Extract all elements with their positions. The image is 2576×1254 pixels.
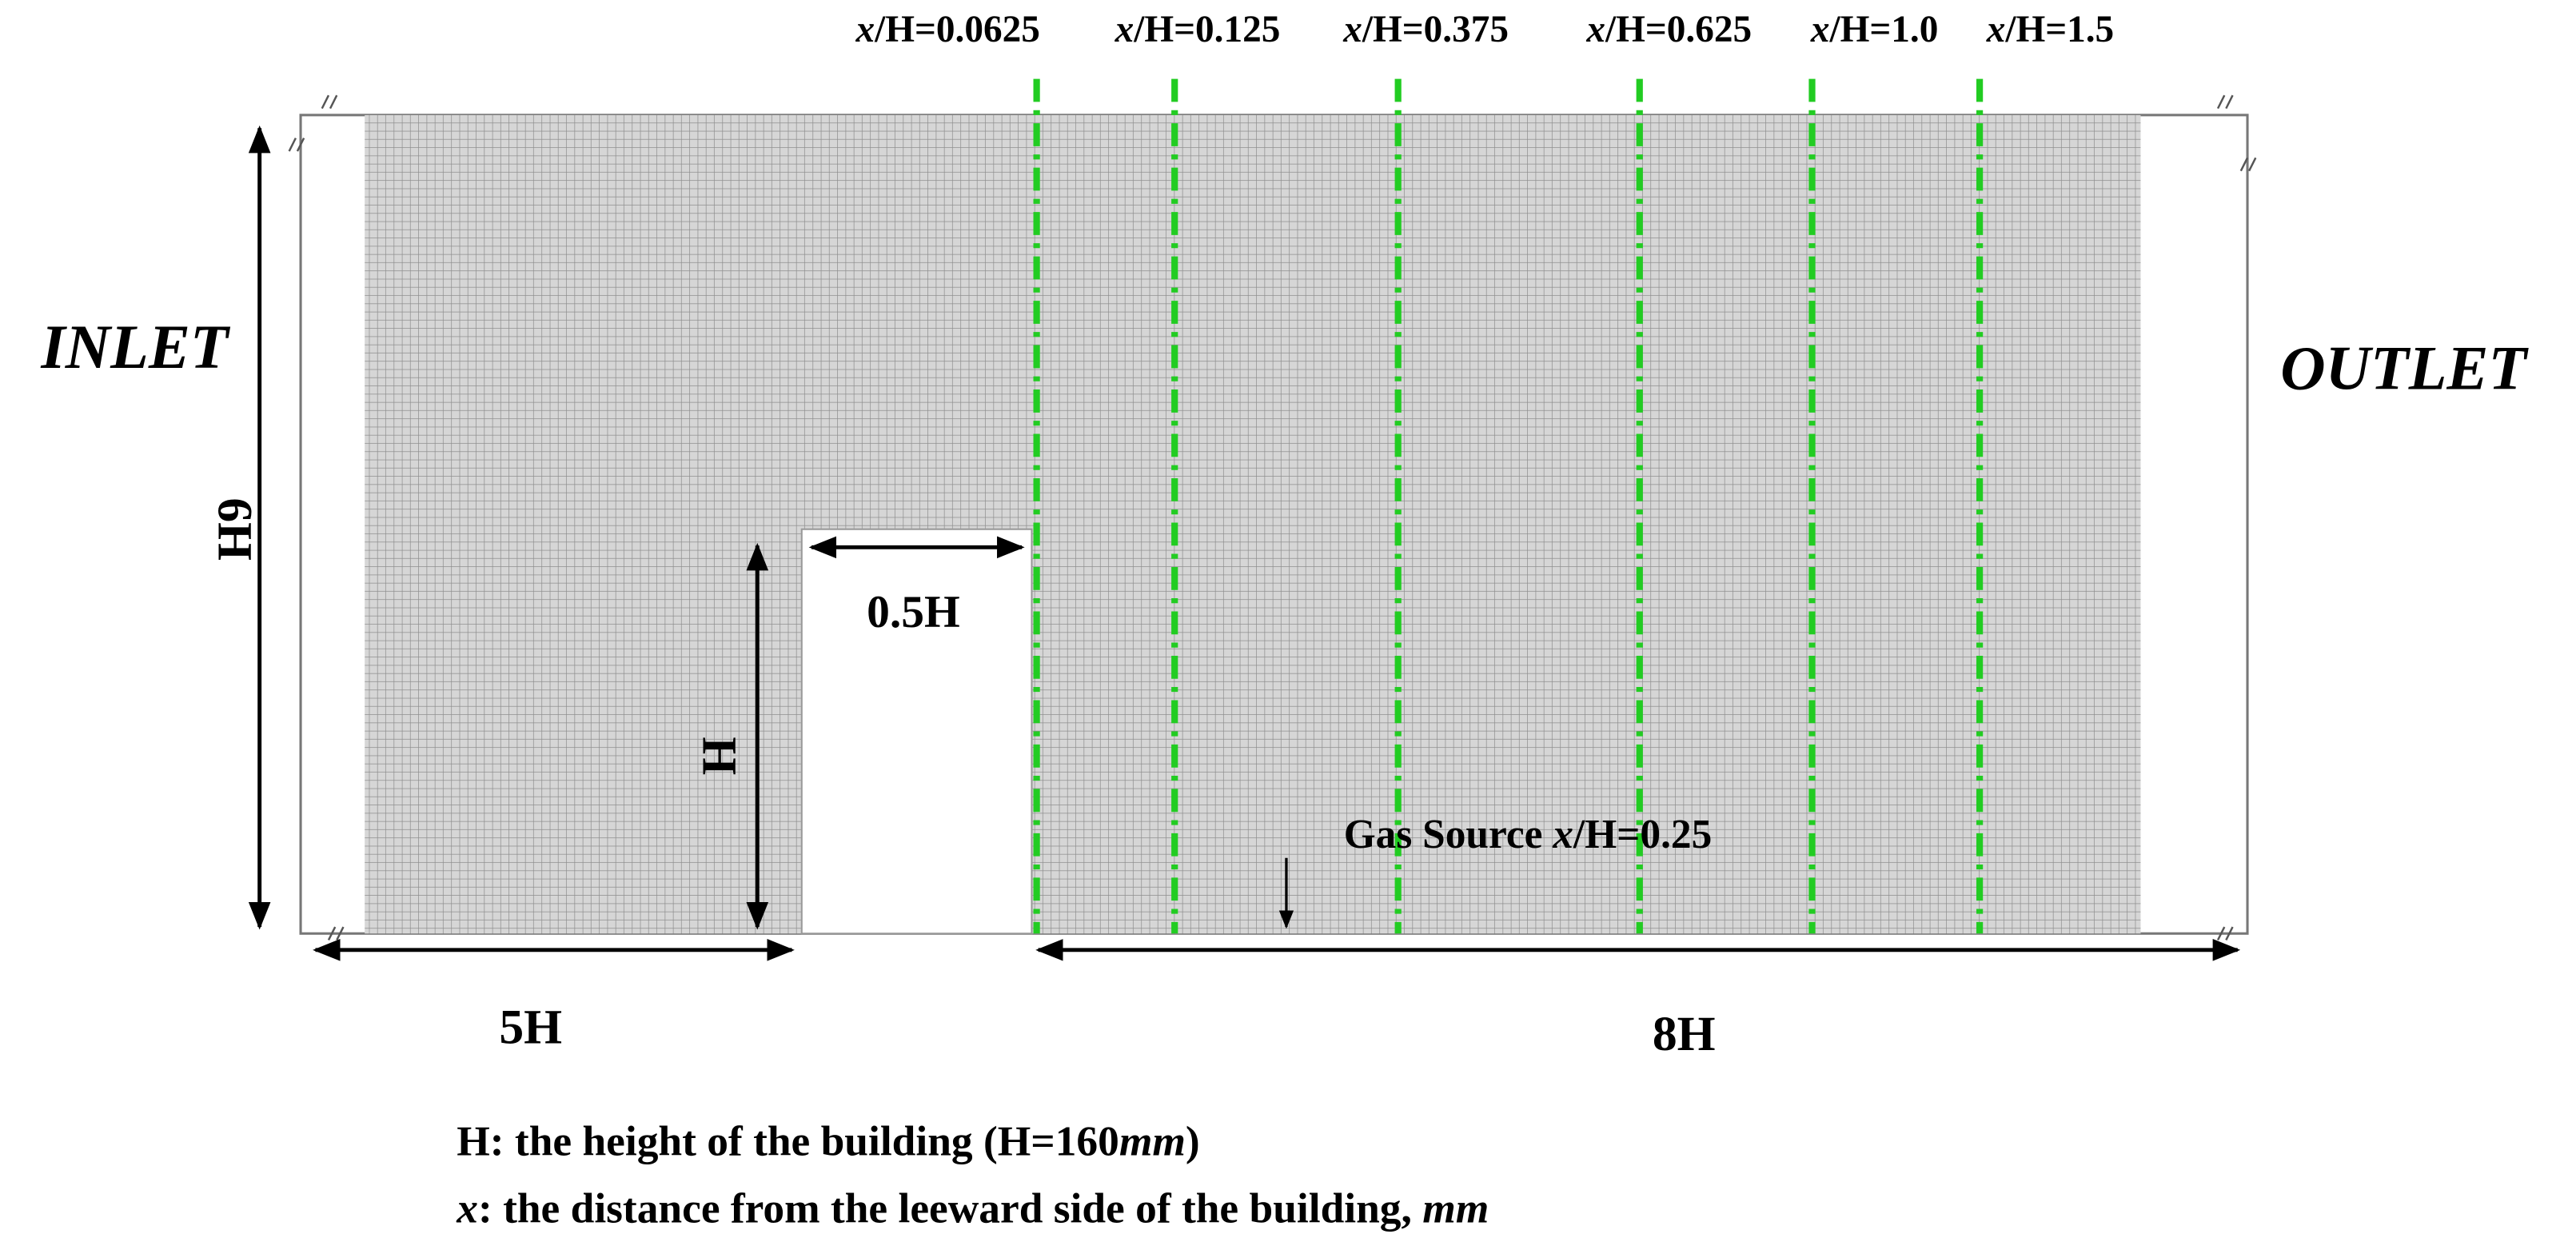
text-segment: x [855, 9, 875, 50]
note: H: the height of the building (H=160mm) [457, 1117, 1199, 1165]
text-segment: : the distance from the leeward side of … [478, 1184, 1422, 1232]
mesh [365, 114, 2141, 934]
text-segment: /H=0.375 [1362, 9, 1509, 50]
text-segment: x [1986, 9, 2006, 50]
upstream-label: 5H [499, 1000, 562, 1055]
text-segment: H: the height of the building (H=160 [457, 1117, 1119, 1165]
dimension-arrows [248, 125, 2241, 961]
text-segment: /H=0.625 [1605, 9, 1752, 50]
profile-label: x/H=0.0625 [855, 9, 1039, 50]
profile-label: x/H=0.375 [1342, 9, 1509, 50]
inlet-label: INLET [40, 312, 231, 381]
profile-label: x/H=1.5 [1986, 9, 2114, 50]
text-segment: x [1552, 812, 1573, 857]
domain-height-label: 6H [208, 497, 262, 561]
profile-label: x/H=0.125 [1115, 9, 1281, 50]
text-segment: /H=0.125 [1133, 9, 1280, 50]
text-segment: x [456, 1184, 478, 1232]
text-segment: x [1585, 9, 1605, 50]
profile-lines [1033, 78, 1984, 934]
text-segment: x [1115, 9, 1134, 50]
text-segment: mm [1422, 1184, 1489, 1232]
building-height-label: H [692, 737, 747, 775]
text-segment: /H=1.5 [2004, 9, 2114, 50]
text-segment: Gas Source [1344, 812, 1553, 857]
text-segment: x [1810, 9, 1830, 50]
text-segment: ) [1186, 1117, 1200, 1165]
profile-label: x/H=1.0 [1810, 9, 1938, 50]
building-width-label: 0.5H [867, 587, 960, 637]
text-segment: x [1342, 9, 1362, 50]
text-segment: mm [1119, 1117, 1186, 1165]
outlet-label: OUTLET [2280, 333, 2529, 402]
text-segment: /H=1.0 [1828, 9, 1938, 50]
break-marks [288, 94, 2257, 941]
text-segment: /H=0.0625 [874, 9, 1040, 50]
text-segment: /H=0.25 [1573, 812, 1712, 857]
building [800, 528, 1033, 935]
downstream-label: 8H [1653, 1007, 1716, 1061]
gas-source-label: Gas Source x/H=0.25 [1344, 812, 1713, 857]
note: x: the distance from the leeward side of… [456, 1184, 1489, 1232]
profile-label: x/H=0.625 [1585, 9, 1752, 50]
